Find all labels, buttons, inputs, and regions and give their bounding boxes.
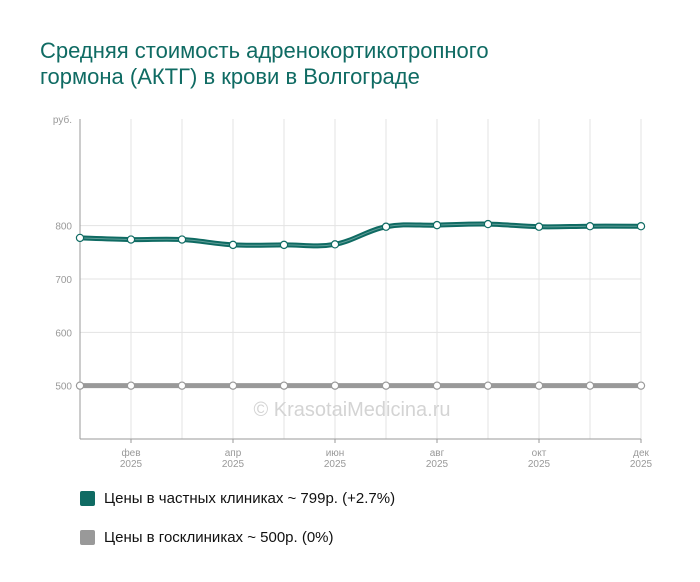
x-tick-label-year: 2025 <box>324 459 347 470</box>
x-tick-label-month: дек <box>633 448 649 459</box>
data-point-public <box>279 381 289 390</box>
chart-title-line-2: гормона (АКТГ) в крови в Волгограде <box>40 64 420 89</box>
y-tick-label: 600 <box>55 328 72 339</box>
data-point-public <box>75 381 85 390</box>
x-tick-label-month: авг <box>430 448 445 459</box>
chart-title: Средняя стоимость адренокортикотропного … <box>40 38 680 90</box>
legend-label-public: Цены в госклиниках ~ 500р. (0%) <box>104 529 334 546</box>
data-point-private <box>432 220 442 230</box>
x-tick-label-year: 2025 <box>222 459 245 470</box>
data-point-public <box>483 381 493 390</box>
data-point-public <box>534 381 544 390</box>
data-point-private <box>279 240 289 250</box>
data-point-private <box>126 235 136 244</box>
y-tick-label: 700 <box>55 275 72 286</box>
data-point-public <box>432 381 442 390</box>
watermark: © KrasotaiMedicina.ru <box>253 399 450 421</box>
x-tick-label-month: июн <box>326 448 345 459</box>
x-tick-label-year: 2025 <box>120 459 143 470</box>
y-tick-label: 800 <box>55 222 72 233</box>
data-point-private <box>75 233 85 243</box>
y-tick-label: 500 <box>55 382 72 393</box>
data-point-private <box>177 235 187 244</box>
data-point-public <box>636 381 646 390</box>
series <box>75 219 646 390</box>
x-tick-label-month: окт <box>532 448 547 459</box>
data-point-private <box>636 221 646 231</box>
legend-swatch-private <box>80 491 95 506</box>
legend-swatch-public <box>80 530 95 545</box>
data-point-private <box>585 221 595 231</box>
y-axis-label: руб. <box>53 114 72 126</box>
series-line-private <box>77 221 644 249</box>
data-point-public <box>381 381 391 390</box>
x-tick-label-year: 2025 <box>426 459 449 470</box>
data-point-public <box>126 381 136 390</box>
data-point-public <box>228 381 238 390</box>
series-line-highlight-private <box>79 223 642 247</box>
data-point-private <box>381 222 391 231</box>
data-point-public <box>177 381 187 390</box>
axes: 500600700800руб.фев2025апр2025июн2025авг… <box>53 114 653 470</box>
grid <box>79 119 642 439</box>
data-point-private <box>330 240 340 249</box>
data-point-private <box>228 240 238 250</box>
x-tick-label-year: 2025 <box>630 459 653 470</box>
x-tick-label-year: 2025 <box>528 459 551 470</box>
x-tick-label-month: фев <box>121 447 140 459</box>
data-point-private <box>483 219 493 229</box>
chart-title-line-1: Средняя стоимость адренокортикотропного <box>40 38 489 63</box>
x-tick-label-month: апр <box>225 448 242 459</box>
data-point-private <box>534 222 544 231</box>
data-point-public <box>585 381 595 390</box>
data-point-public <box>330 381 340 390</box>
legend-label-private: Цены в частных клиниках ~ 799р. (+2.7%) <box>104 490 396 507</box>
